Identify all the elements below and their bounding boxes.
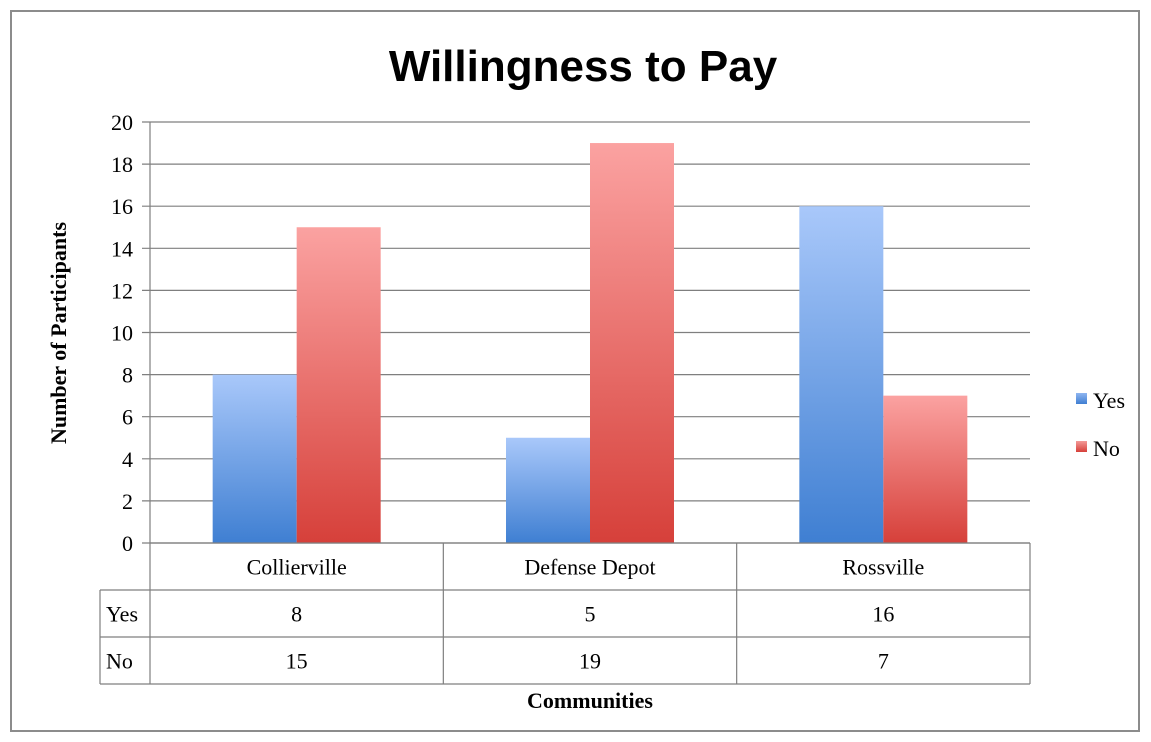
y-tick-label: 8 [122,363,133,388]
table-cell-value: 8 [291,602,302,627]
y-tick-label: 16 [111,194,133,219]
legend-swatch-yes [1076,393,1087,404]
data-table: Collierville Defense Depot Rossville Yes 8 5 1… [99,542,1031,685]
category-label: Rossville [842,555,924,580]
legend: Yes No [1076,388,1125,461]
table-cell-value: 16 [872,602,894,627]
chart-frame [10,10,1140,732]
bar-yes-0 [212,374,297,543]
table-cell-value: 5 [585,602,596,627]
legend-swatch-no [1076,441,1087,452]
bar-no-0 [296,227,381,543]
bar-no-2 [883,395,968,543]
y-tick-label: 0 [122,531,133,556]
bar-yes-2 [799,206,884,543]
y-tick-label: 18 [111,152,133,177]
y-tick-label: 14 [111,236,133,261]
y-axis-title: Number of Participants [46,222,71,444]
chart-title: Willingness to Pay [389,42,778,91]
y-tick-label: 6 [122,405,133,430]
legend-label: Yes [1093,388,1125,413]
y-tick-labels: 0 2 4 6 8 10 12 14 16 18 20 [111,110,133,556]
table-row-label: No [106,649,133,674]
bar-no-1 [590,143,674,544]
table-cell-value: 19 [579,649,601,674]
y-tick-label: 2 [122,489,133,514]
legend-label: No [1093,436,1120,461]
y-tick-label: 20 [111,110,133,135]
bars [212,143,968,544]
category-label: Collierville [247,555,347,580]
y-tick-label: 12 [111,278,133,303]
table-cell-value: 7 [878,649,889,674]
table-cell-value: 15 [286,649,308,674]
bar-yes-1 [506,437,590,543]
table-row-label: Yes [106,602,138,627]
x-axis-title: Communities [527,688,653,713]
category-label: Defense Depot [524,555,655,580]
y-tick-label: 10 [111,321,133,346]
y-tick-label: 4 [122,447,133,472]
